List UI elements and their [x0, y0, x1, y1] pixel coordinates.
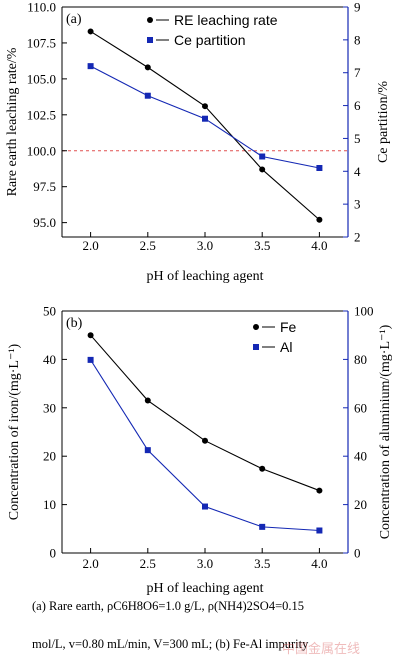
x-tick-label: 3.5 — [254, 238, 270, 253]
y2-tick-label: 6 — [354, 98, 361, 113]
series-line-re-leaching-rate — [90, 30, 320, 221]
x-tick-label: 4.0 — [311, 238, 327, 253]
y-tick-label: 95.0 — [33, 215, 56, 230]
y-tick-label: 110.0 — [27, 0, 56, 15]
data-point — [87, 28, 94, 35]
legend-label: RE leaching rate — [174, 12, 278, 28]
legend-label: Ce partition — [174, 32, 246, 48]
y-tick-label: 0 — [50, 546, 57, 561]
chart-panel-b: 2.0 2.5 3.0 3.5 4.0 pH of leaching agent 0 10 20… — [7, 304, 393, 597]
y2-tick-label: 20 — [354, 497, 367, 512]
data-point — [202, 103, 208, 110]
x-tick-label: 3.0 — [197, 556, 213, 571]
data-point — [259, 153, 266, 160]
y-axis-label: Rare earth leaching rate/% — [5, 47, 20, 196]
data-point — [316, 216, 323, 223]
y-tick-label: 20 — [43, 449, 56, 464]
caption-line-1-text: (a) Rare earth, ρC6H8O6=1.0 g/L, ρ(NH4)2… — [32, 599, 305, 613]
chart-panel-a: 2.0 2.5 3.0 3.5 4.0 pH of leaching agent 95.0 9… — [5, 0, 391, 284]
y2-tick-label: 5 — [354, 131, 361, 146]
legend-marker — [147, 37, 153, 43]
series-line-fe — [90, 334, 320, 492]
x-tick-label: 2.0 — [82, 556, 98, 571]
watermark: 中国金属在线 — [281, 642, 360, 657]
y2-tick-label: 4 — [354, 164, 361, 179]
data-point — [316, 487, 323, 494]
legend-label: Fe — [280, 319, 297, 335]
x-tick-label: 3.0 — [197, 238, 213, 253]
data-point — [316, 165, 323, 171]
y2-tick-label: 0 — [354, 546, 361, 561]
x-tick-label: 2.0 — [82, 238, 98, 253]
y-tick-label: 105.0 — [27, 71, 56, 86]
legend-marker — [253, 324, 259, 330]
data-point — [202, 503, 208, 510]
data-point — [202, 115, 208, 122]
data-point — [144, 397, 151, 404]
data-point — [87, 356, 94, 363]
data-point — [316, 527, 323, 534]
y2-tick-label: 3 — [354, 197, 361, 212]
y-tick-label: 107.5 — [27, 35, 56, 50]
y-tick-label: 100.0 — [27, 143, 56, 158]
panel-label: (b) — [66, 316, 83, 331]
x-axis-label: pH of leaching agent — [146, 581, 263, 596]
data-point — [144, 64, 151, 71]
y-tick-label: 50 — [43, 304, 56, 319]
legend-label: Al — [280, 339, 292, 355]
y2-axis-label: Concentration of aluminium/(mg·L⁻¹) — [378, 324, 393, 539]
y-tick-label: 102.5 — [27, 107, 56, 122]
y2-tick-label: 7 — [354, 65, 361, 80]
y-tick-label: 40 — [43, 352, 56, 367]
y2-tick-label: 40 — [354, 449, 367, 464]
y2-axis-label: Ce partition/% — [376, 81, 391, 163]
data-point — [144, 447, 151, 454]
y2-tick-label: 60 — [354, 400, 367, 415]
legend-marker — [147, 17, 153, 23]
y2-tick-label: 8 — [354, 32, 361, 47]
x-tick-label: 3.5 — [254, 556, 270, 571]
y2-tick-label: 2 — [354, 230, 361, 245]
data-point — [87, 63, 94, 70]
data-point — [144, 92, 151, 99]
y2-tick-label: 80 — [354, 352, 367, 367]
y2-tick-label: 100 — [354, 304, 374, 319]
x-tick-label: 4.0 — [311, 556, 327, 571]
caption-line-2: mol/L, v=0.80 mL/min, V=300 mL; (b) Fe-A… — [32, 638, 308, 651]
x-tick-label: 2.5 — [140, 238, 156, 253]
data-point — [259, 166, 266, 173]
y2-tick-label: 9 — [354, 0, 361, 15]
data-point — [259, 523, 266, 530]
y-tick-label: 97.5 — [33, 179, 56, 194]
x-axis-label: pH of leaching agent — [146, 269, 263, 284]
y-tick-label: 10 — [43, 497, 56, 512]
caption-line-1: (a) Rare earth, ρC6H8O6=1.0 g/L, ρ(NH4)2… — [32, 600, 304, 613]
data-point — [259, 465, 266, 472]
x-tick-label: 2.5 — [140, 556, 156, 571]
data-point — [87, 332, 94, 339]
legend-marker — [253, 344, 259, 350]
panel-label: (a) — [66, 12, 82, 27]
y-axis-label: Concentration of iron/(mg·L⁻¹) — [7, 343, 22, 520]
data-point — [202, 437, 208, 444]
y-tick-label: 30 — [43, 400, 56, 415]
caption-line-2-text: mol/L, v=0.80 mL/min, V=300 mL; (b) Fe-A… — [32, 637, 309, 651]
